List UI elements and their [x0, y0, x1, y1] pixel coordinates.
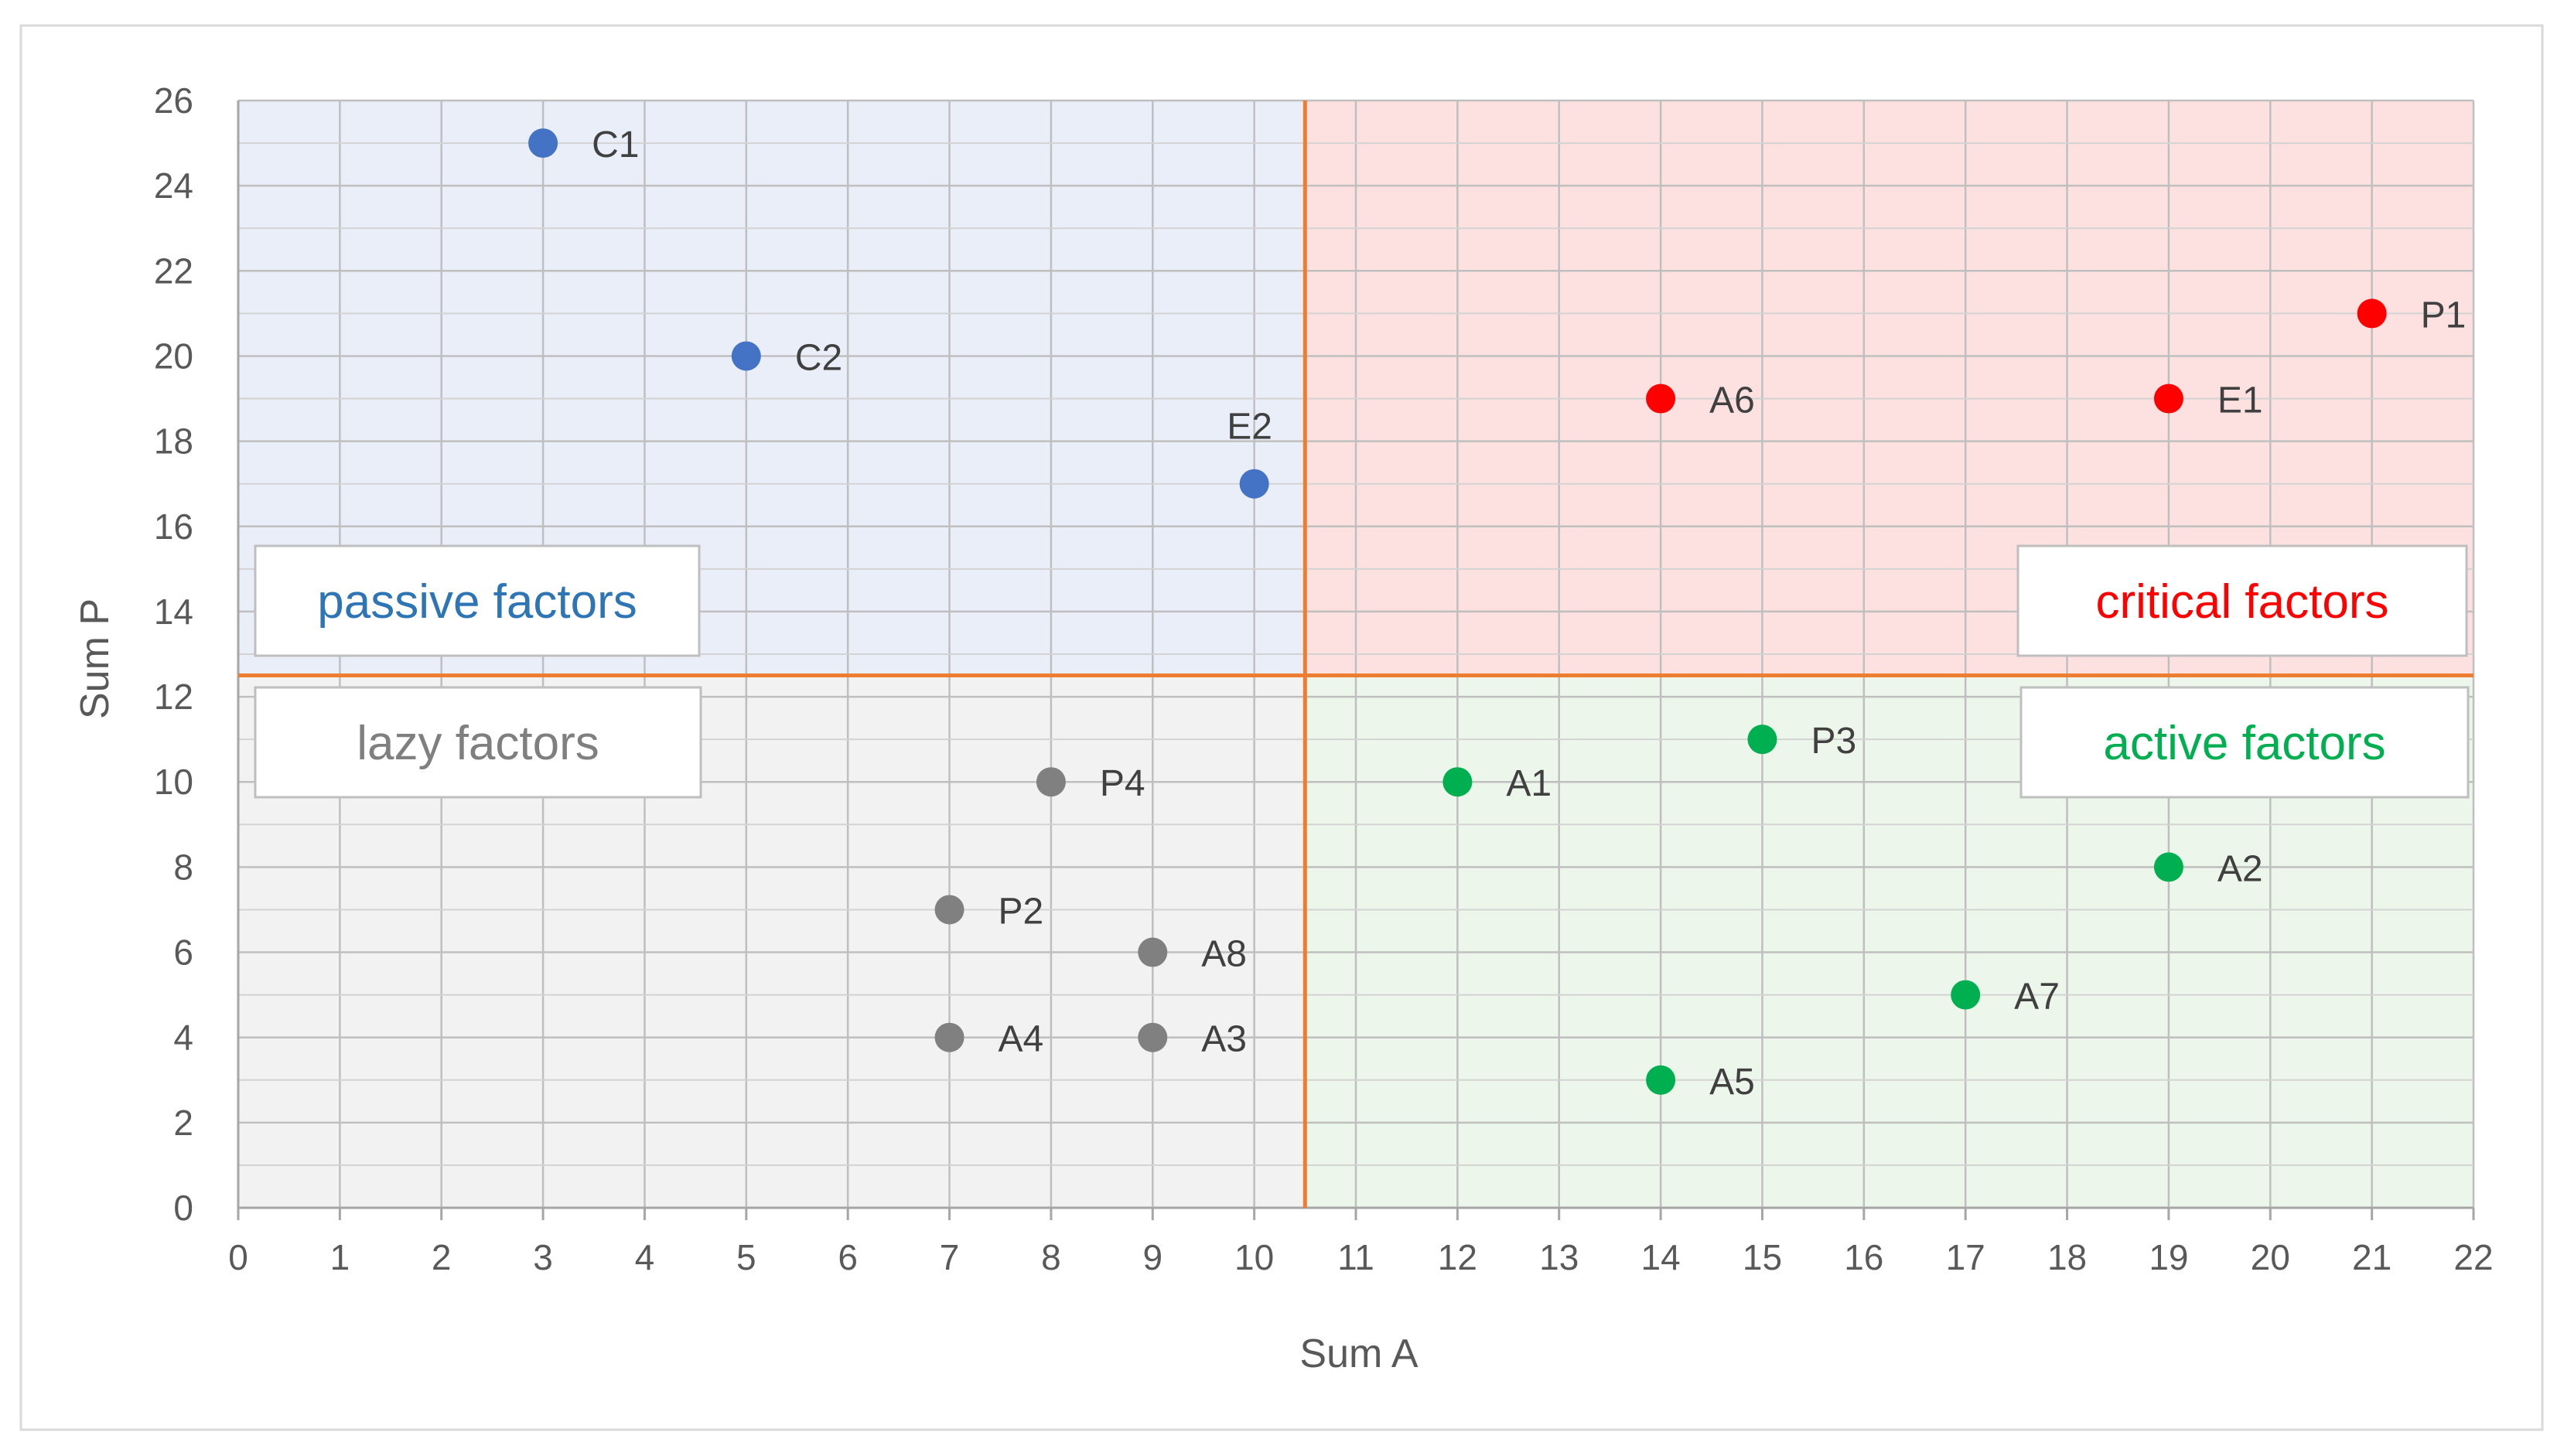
quadrant-label-box-active: [2019, 686, 2470, 799]
point-label-A4: A4: [999, 1019, 1044, 1060]
x-tick-label: 2: [432, 1237, 452, 1277]
point-label-A7: A7: [2014, 977, 2060, 1018]
point-A3: [1138, 1022, 1168, 1052]
point-label-P3: P3: [1811, 721, 1856, 762]
point-label-A8: A8: [1201, 934, 1247, 975]
y-tick-label: 16: [154, 506, 193, 547]
y-tick-label: 10: [154, 762, 193, 802]
y-tick-label: 14: [154, 592, 193, 632]
quadrant-label-box-lazy: [254, 686, 702, 799]
point-C1: [528, 128, 558, 159]
x-tick-label: 19: [2149, 1237, 2188, 1277]
point-A5: [1646, 1065, 1676, 1095]
point-label-E1: E1: [2217, 380, 2263, 421]
x-tick-label: 17: [1946, 1237, 1985, 1277]
x-tick-label: 8: [1041, 1237, 1061, 1277]
y-tick-label: 4: [173, 1018, 193, 1058]
x-tick-label: 10: [1234, 1237, 1274, 1277]
x-tick-label: 6: [838, 1237, 858, 1277]
x-tick-label: 13: [1539, 1237, 1579, 1277]
quadrant-label-box-passive: [254, 544, 701, 657]
point-P2: [934, 895, 964, 925]
point-label-C1: C1: [592, 124, 639, 165]
point-label-A3: A3: [1201, 1019, 1247, 1060]
point-P1: [2357, 298, 2387, 329]
quadrant-label-passive: passive factors: [317, 575, 637, 629]
x-tick-label: 22: [2453, 1237, 2493, 1277]
point-label-A6: A6: [1709, 380, 1755, 421]
y-tick-label: 2: [173, 1103, 193, 1143]
point-label-A1: A1: [1506, 763, 1552, 804]
y-tick-label: 20: [154, 336, 193, 376]
point-A8: [1138, 937, 1168, 967]
point-E1: [2153, 384, 2183, 414]
x-tick-label: 21: [2352, 1237, 2392, 1277]
y-tick-label: 26: [154, 80, 193, 121]
y-tick-label: 8: [173, 847, 193, 887]
point-P3: [1747, 725, 1777, 755]
x-tick-label: 1: [330, 1237, 350, 1277]
point-A7: [1951, 980, 1981, 1010]
y-axis-title: Sum P: [73, 598, 118, 719]
point-label-A5: A5: [1709, 1062, 1755, 1103]
quadrant-label-box-critical: [2016, 544, 2468, 657]
point-A2: [2153, 852, 2183, 882]
x-tick-label: 3: [533, 1237, 553, 1277]
point-label-P1: P1: [2421, 295, 2467, 336]
x-tick-label: 20: [2251, 1237, 2290, 1277]
x-tick-label: 15: [1743, 1237, 1782, 1277]
point-label-C2: C2: [795, 337, 842, 378]
axes: 0 1 2 3 4 5 6 7 8 9 10 11 12 13 14 15 16 17 18 19 20 21 220246…: [154, 80, 2494, 1277]
quadrant-labels: passive factors critical factors lazy fact…: [254, 544, 2470, 799]
y-tick-label: 0: [173, 1188, 193, 1228]
point-A6: [1646, 384, 1676, 414]
y-tick-label: 24: [154, 165, 193, 206]
y-tick-label: 22: [154, 251, 193, 291]
quadrant-label-active: active factors: [2103, 717, 2385, 770]
point-P4: [1036, 767, 1066, 797]
x-tick-label: 9: [1142, 1237, 1163, 1277]
point-A4: [934, 1022, 964, 1052]
point-E2: [1239, 469, 1269, 499]
point-label-P2: P2: [999, 891, 1044, 932]
x-tick-label: 4: [635, 1237, 655, 1277]
x-tick-label: 7: [940, 1237, 960, 1277]
y-tick-label: 18: [154, 421, 193, 462]
point-C2: [731, 341, 761, 371]
x-tick-label: 16: [1844, 1237, 1883, 1277]
x-axis-title: Sum A: [1299, 1332, 1418, 1376]
x-tick-label: 11: [1337, 1237, 1374, 1277]
x-tick-label: 14: [1641, 1237, 1681, 1277]
point-label-A2: A2: [2217, 848, 2263, 889]
x-tick-label: 5: [736, 1237, 756, 1277]
x-tick-label: 12: [1438, 1237, 1477, 1277]
data-points: C1 C2 E2 P1 A6 E1 P4 P2 A8 A4 A3 P3 A1 A2 A7 A5: [528, 124, 2466, 1103]
quadrant-dividers: [238, 101, 2474, 1208]
quadrant-label-critical: critical factors: [2096, 575, 2389, 629]
point-label-E2: E2: [1227, 407, 1272, 448]
x-tick-label: 18: [2047, 1237, 2087, 1277]
quadrant-label-lazy: lazy factors: [357, 717, 599, 770]
point-label-P4: P4: [1100, 763, 1145, 804]
y-tick-label: 12: [154, 677, 193, 717]
point-A1: [1442, 767, 1473, 797]
y-tick-label: 6: [173, 933, 193, 973]
x-tick-label: 0: [228, 1237, 248, 1277]
